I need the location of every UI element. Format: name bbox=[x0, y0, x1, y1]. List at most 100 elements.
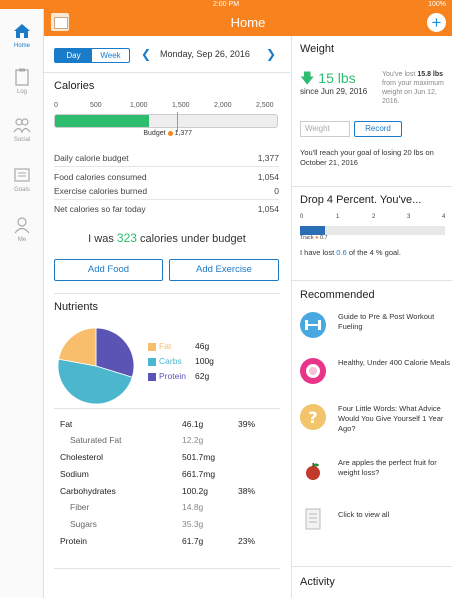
scale-label-2500: 2,500 bbox=[256, 102, 274, 109]
nav-label-goals: Goals bbox=[14, 187, 30, 193]
scale-label-2000: 2,000 bbox=[214, 102, 232, 109]
legend-value: 46g bbox=[195, 341, 210, 351]
tick-label: 1 bbox=[336, 214, 340, 220]
nav-item-home[interactable]: Home bbox=[0, 21, 44, 49]
nutrient-row: Protein 61.7g 23% bbox=[60, 536, 270, 546]
weight-input[interactable]: Weight bbox=[300, 121, 350, 137]
nutrient-row: Saturated Fat 12.2g bbox=[70, 435, 280, 445]
legend-swatch bbox=[148, 372, 156, 381]
recommended-title: Recommended bbox=[300, 289, 375, 301]
add-entry-button[interactable]: + bbox=[427, 13, 446, 32]
divider bbox=[54, 199, 279, 200]
divider bbox=[292, 186, 452, 187]
pie-slice-protein bbox=[95, 327, 135, 378]
nutrient-label: Cholesterol bbox=[60, 452, 103, 462]
scale-label-500: 500 bbox=[90, 102, 102, 109]
calorie-row-value: 1,054 bbox=[257, 204, 279, 214]
legend-value: 62g bbox=[195, 371, 210, 381]
dumbbell-icon bbox=[300, 312, 326, 338]
divider bbox=[54, 293, 280, 294]
calendar-icon[interactable] bbox=[51, 13, 69, 31]
calorie-row-value: 1,054 bbox=[257, 172, 279, 182]
budget-label: Budget 1,377 bbox=[143, 130, 192, 137]
nutrient-row: Carbohydrates 100.2g 38% bbox=[60, 486, 270, 496]
tick-label: 2 bbox=[372, 214, 376, 220]
scale-label-0: 0 bbox=[54, 102, 58, 109]
nav-label-social: Social bbox=[13, 137, 31, 143]
left-nav: Home Log Social Goals Me bbox=[0, 9, 44, 598]
add-food-button[interactable]: Add Food bbox=[54, 259, 163, 281]
nutrient-amount: 100.2g bbox=[182, 486, 208, 496]
budget-word: Budget bbox=[143, 130, 166, 137]
nav-item-goals[interactable]: Goals bbox=[0, 165, 44, 193]
calorie-progress-fill bbox=[55, 115, 149, 127]
under-budget-message: I was 323 calories under budget bbox=[44, 231, 290, 245]
nutrient-label: Carbohydrates bbox=[60, 486, 116, 496]
lost-value: 0.6 bbox=[336, 248, 347, 257]
recommended-text: Guide to Pre & Post Workout Fueling bbox=[338, 312, 435, 331]
legend-item-protein: Protein 62g bbox=[148, 371, 209, 381]
nutrient-percent: 38% bbox=[238, 486, 256, 496]
divider bbox=[44, 72, 290, 73]
main-column: Day Week ❮ Monday, Sep 26, 2016 ❯ Calori… bbox=[44, 36, 290, 598]
nutrient-label: Sodium bbox=[60, 469, 89, 479]
weight-since: since Jun 29, 2016 bbox=[300, 87, 368, 96]
pie-slice-carbs bbox=[57, 358, 133, 405]
weight-note-prefix: You've lost bbox=[382, 71, 416, 78]
nav-item-me[interactable]: Me bbox=[0, 215, 44, 243]
calorie-row-net: Net calories so far today 1,054 bbox=[54, 204, 279, 214]
apple-icon bbox=[300, 458, 326, 484]
nav-label-log: Log bbox=[16, 89, 27, 95]
nav-item-social[interactable]: Social bbox=[0, 115, 44, 143]
nav-label-me: Me bbox=[17, 237, 27, 243]
lost-prefix: I have lost bbox=[300, 248, 335, 257]
day-week-toggle: Day Week bbox=[54, 48, 130, 63]
tick-label: 0 bbox=[300, 214, 304, 220]
scale-label-1500: 1,500 bbox=[172, 102, 190, 109]
nutrient-amount: 12.2g bbox=[182, 435, 204, 445]
calorie-row-value: 1,377 bbox=[257, 153, 279, 163]
goal-progress-text: I have lost 0.6 of the 4 % goal. bbox=[300, 248, 401, 257]
prev-date-icon[interactable]: ❮ bbox=[141, 47, 152, 61]
tick-label: 4 bbox=[442, 214, 446, 220]
scale-label-1000: 1,000 bbox=[130, 102, 148, 109]
weight-note-suffix: from your maximum weight on Jun 12, 2016… bbox=[382, 80, 444, 105]
weight-note: You've lost 15.8 lbs from your maximum w… bbox=[382, 70, 452, 106]
person-icon bbox=[14, 217, 30, 234]
plate-icon bbox=[300, 358, 326, 384]
tab-week[interactable]: Week bbox=[100, 51, 121, 60]
nutrients-pie-chart bbox=[57, 327, 135, 405]
tab-day[interactable]: Day bbox=[55, 49, 92, 62]
view-all-link[interactable]: Click to view all bbox=[338, 510, 390, 519]
nutrient-amount: 35.3g bbox=[182, 519, 204, 529]
status-bar: 2:00 PM 100% bbox=[0, 0, 452, 9]
app-header: Home + bbox=[44, 9, 452, 36]
status-time: 2:00 PM bbox=[212, 1, 240, 8]
add-exercise-button[interactable]: Add Exercise bbox=[169, 259, 279, 281]
legend-label: Fat bbox=[159, 341, 172, 351]
budget-value: 1,377 bbox=[174, 130, 193, 137]
plus-icon: + bbox=[431, 13, 442, 32]
calorie-row-label: Exercise calories burned bbox=[54, 186, 148, 196]
legend-swatch bbox=[148, 357, 156, 366]
legend-item-fat: Fat 46g bbox=[148, 341, 209, 351]
current-date: Monday, Sep 26, 2016 bbox=[160, 49, 250, 59]
next-date-icon[interactable]: ❯ bbox=[266, 47, 277, 61]
calorie-row-exercise: Exercise calories burned 0 bbox=[54, 186, 279, 196]
divider bbox=[54, 408, 280, 409]
track-dot-icon: ● bbox=[315, 235, 319, 241]
goals-icon bbox=[14, 168, 30, 182]
calorie-row-food: Food calories consumed 1,054 bbox=[54, 172, 279, 182]
record-button[interactable]: Record bbox=[354, 121, 402, 137]
nav-label-home: Home bbox=[13, 43, 30, 49]
pie-slice-fat bbox=[58, 327, 97, 367]
under-prefix: I was bbox=[88, 233, 114, 245]
activity-title: Activity bbox=[300, 576, 335, 588]
nav-item-log[interactable]: Log bbox=[0, 67, 44, 95]
drop-title: Drop 4 Percent. You've... bbox=[300, 194, 422, 206]
recommended-text: Healthy, Under 400 Calorie Meals bbox=[338, 358, 450, 367]
budget-dot-icon bbox=[167, 130, 173, 136]
nutrient-percent: 39% bbox=[238, 419, 256, 429]
nutrient-amount: 46.1g bbox=[182, 419, 204, 429]
svg-text:?: ? bbox=[308, 408, 317, 427]
